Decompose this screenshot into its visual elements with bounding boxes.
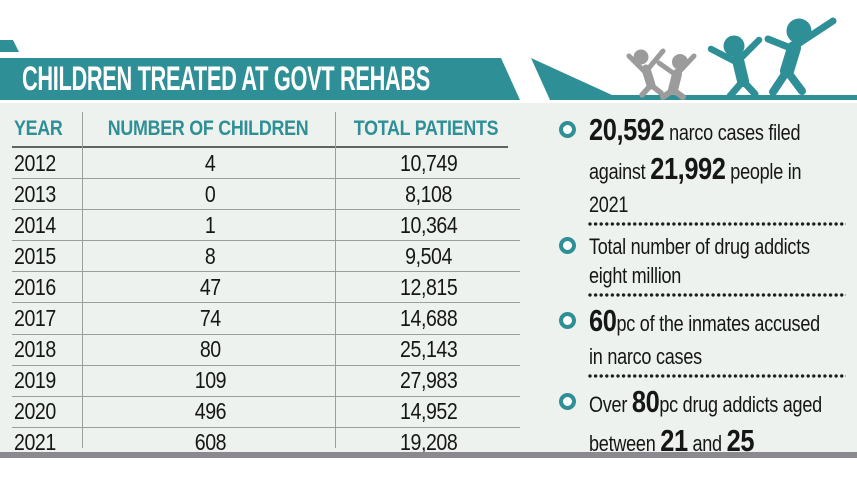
fact-line: Total number of drug addicts (589, 234, 810, 259)
table-row: 2021 608 19,208 (12, 428, 520, 458)
fact-item-addict-ages: Over 80pc drug addicts aged between 21 a… (558, 384, 857, 462)
bottom-rule-bar (0, 452, 857, 458)
year-cell: 2014 (14, 211, 56, 238)
dotted-separator (588, 293, 846, 297)
fact-list: 20,592 narco cases filed against 21,992 … (558, 106, 857, 462)
table-row: 2014 1 10,364 (12, 210, 520, 242)
children-cell: 74 (200, 305, 221, 332)
child-figure-gray-large-icon (656, 53, 697, 100)
patients-cell: 25,143 (399, 336, 458, 363)
children-cell: 8 (205, 242, 216, 269)
table-column-divider-2 (335, 112, 336, 448)
year-cell: 2020 (14, 398, 56, 425)
children-cell: 47 (200, 273, 221, 300)
year-cell: 2012 (14, 149, 56, 176)
ring-bullet-icon (559, 393, 576, 410)
table-row: 2016 47 12,815 (12, 272, 520, 304)
child-figure-gray-small-icon (626, 48, 666, 98)
header-rule-shape (531, 58, 857, 100)
year-cell: 2021 (14, 429, 56, 456)
patients-cell: 19,208 (399, 429, 458, 456)
table-row: 2017 74 14,688 (12, 303, 520, 335)
children-cell: 1 (205, 211, 216, 238)
column-header-total-patients: TOTAL PATIENTS (354, 117, 499, 140)
year-cell: 2016 (14, 273, 56, 300)
corner-wedge-shape (0, 40, 19, 52)
ring-bullet-icon (559, 237, 576, 254)
child-figure-teal-large-icon (764, 17, 837, 96)
fact-line: 20,592 narco cases filed (589, 112, 801, 147)
ring-bullet-icon (559, 121, 576, 138)
year-cell: 2013 (14, 180, 56, 207)
page-title: CHILDREN TREATED AT GOVT REHABS (22, 59, 430, 98)
table-column-divider-1 (82, 112, 83, 448)
patients-cell: 9,504 (405, 242, 452, 269)
ring-bullet-icon (559, 312, 576, 329)
patients-cell: 10,364 (399, 211, 458, 238)
table-row: 2020 496 14,952 (12, 397, 520, 428)
dotted-separator (588, 222, 846, 226)
children-cell: 0 (205, 180, 216, 207)
data-table: 2012 4 10,749 2013 0 8,108 2014 1 10,364… (12, 148, 520, 458)
year-cell: 2018 (14, 336, 56, 363)
children-cell: 4 (205, 149, 216, 176)
children-cell: 109 (194, 367, 227, 394)
year-cell: 2017 (14, 305, 56, 332)
fact-line: eight million (589, 263, 682, 288)
patients-cell: 27,983 (399, 367, 458, 394)
fact-line: in narco cases (589, 344, 702, 369)
year-cell: 2015 (14, 242, 56, 269)
table-row: 2019 109 27,983 (12, 366, 520, 397)
table-header-underline (12, 146, 508, 148)
column-header-year: YEAR (14, 117, 63, 140)
patients-cell: 10,749 (399, 149, 458, 176)
patients-cell: 14,952 (399, 398, 458, 425)
header-art (0, 17, 857, 100)
fact-line: 60pc of the inmates accused (589, 303, 820, 338)
patients-cell: 14,688 (399, 305, 458, 332)
year-cell: 2019 (14, 367, 56, 394)
fact-item-inmates: 60pc of the inmates accused in narco cas… (558, 303, 857, 371)
fact-line: against 21,992 people in (589, 151, 802, 186)
children-cell: 496 (194, 398, 227, 425)
dotted-separator (588, 374, 846, 378)
column-header-number-of-children: NUMBER OF CHILDREN (108, 117, 309, 140)
table-row: 2015 8 9,504 (12, 241, 520, 273)
fact-line: Over 80pc drug addicts aged (589, 384, 822, 419)
children-cell: 608 (194, 429, 227, 456)
fact-item-narco-cases: 20,592 narco cases filed against 21,992 … (558, 112, 857, 219)
title-banner-shape (0, 58, 520, 100)
patients-cell: 8,108 (405, 180, 452, 207)
table-row: 2012 4 10,749 (12, 148, 520, 180)
table-row: 2013 0 8,108 (12, 179, 520, 211)
patients-cell: 12,815 (399, 273, 458, 300)
content-panel (0, 103, 857, 452)
table-row: 2018 80 25,143 (12, 335, 520, 366)
fact-line: 2021 (589, 192, 629, 217)
children-cell: 80 (200, 336, 221, 363)
child-figure-teal-small-icon (707, 35, 763, 100)
fact-item-total-addicts: Total number of drug addicts eight milli… (558, 232, 857, 290)
